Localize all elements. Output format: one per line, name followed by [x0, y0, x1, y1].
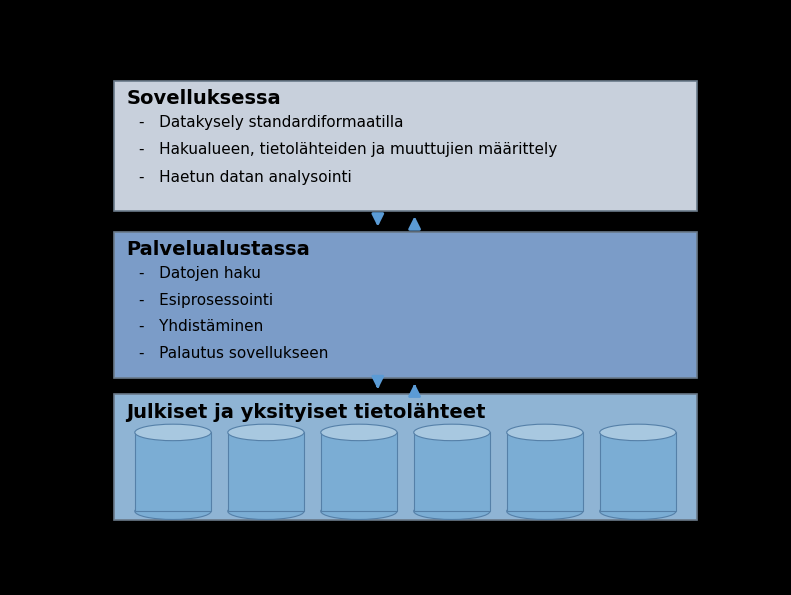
- Ellipse shape: [600, 424, 676, 441]
- Bar: [600, 433, 676, 511]
- Ellipse shape: [134, 503, 211, 519]
- Text: -   Hakualueen, tietolähteiden ja muuttujien määrittely: - Hakualueen, tietolähteiden ja muuttuji…: [138, 142, 557, 158]
- Ellipse shape: [414, 424, 490, 441]
- Ellipse shape: [134, 424, 211, 441]
- Text: Julkiset ja yksityiset tietolähteet: Julkiset ja yksityiset tietolähteet: [127, 403, 486, 422]
- Text: Palvelualustassa: Palvelualustassa: [127, 240, 310, 259]
- Text: Sovelluksessa: Sovelluksessa: [127, 89, 281, 108]
- Text: -   Palautus sovellukseen: - Palautus sovellukseen: [138, 346, 328, 361]
- Text: -   Haetun datan analysointi: - Haetun datan analysointi: [138, 170, 351, 185]
- Bar: [114, 80, 697, 211]
- Bar: [114, 394, 697, 521]
- Bar: [414, 433, 490, 511]
- Bar: [228, 433, 304, 511]
- Text: -   Yhdistäminen: - Yhdistäminen: [138, 320, 263, 334]
- Bar: [134, 433, 211, 511]
- Ellipse shape: [414, 503, 490, 519]
- Text: -   Datakysely standardiformaatilla: - Datakysely standardiformaatilla: [138, 115, 403, 130]
- Bar: [321, 433, 397, 511]
- Ellipse shape: [600, 503, 676, 519]
- Ellipse shape: [321, 424, 397, 441]
- Text: -   Esiprosessointi: - Esiprosessointi: [138, 293, 273, 308]
- Ellipse shape: [507, 424, 583, 441]
- Text: -   Datojen haku: - Datojen haku: [138, 266, 260, 281]
- Ellipse shape: [228, 503, 304, 519]
- Bar: [507, 433, 583, 511]
- Ellipse shape: [321, 503, 397, 519]
- Ellipse shape: [507, 503, 583, 519]
- Bar: [114, 231, 697, 378]
- Ellipse shape: [228, 424, 304, 441]
